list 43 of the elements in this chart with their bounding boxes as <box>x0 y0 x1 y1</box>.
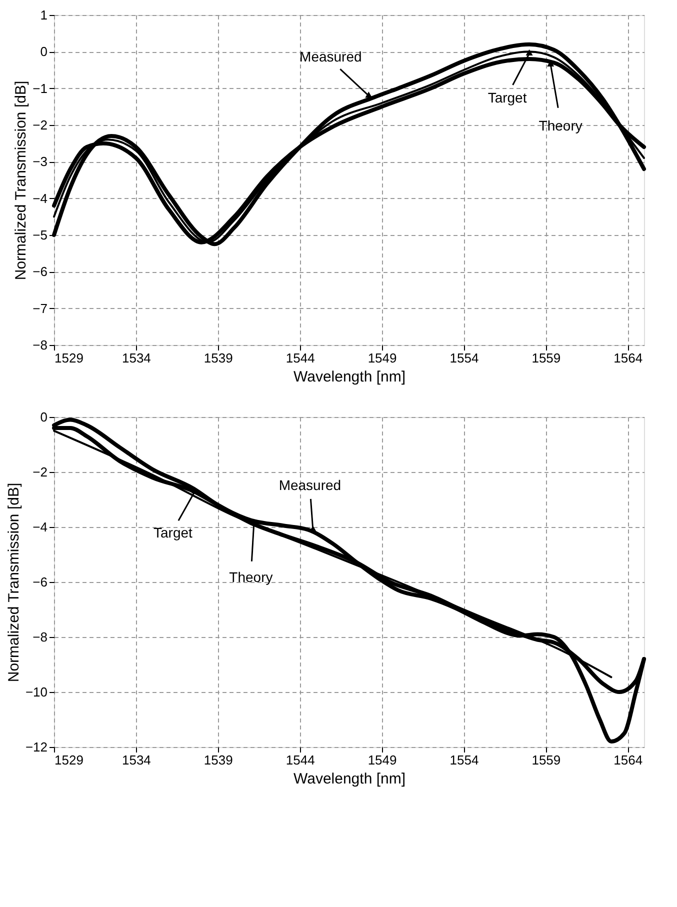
x-tick-label: 1554 <box>450 350 479 366</box>
x-tick-label: 1559 <box>532 752 561 768</box>
annotation: Target <box>488 90 527 106</box>
y-tick-label: −12 <box>25 740 48 754</box>
x-tick-label: 1534 <box>122 752 151 768</box>
y-tick-label: −4 <box>32 190 48 206</box>
x-tick-label: 1559 <box>532 350 561 366</box>
y-axis-title: Normalized Transmission [dB] <box>12 80 30 280</box>
x-tick-label: 1544 <box>286 350 315 366</box>
y-axis-title: Normalized Transmission [dB] <box>5 482 22 682</box>
x-tick-label: 1549 <box>368 350 397 366</box>
x-axis-title: Wavelength [nm] <box>294 770 406 788</box>
x-tick-label: 1544 <box>286 752 315 768</box>
y-tick-label: −10 <box>25 684 48 700</box>
x-tick-label: 1539 <box>204 350 233 366</box>
annotation: Measured <box>300 48 362 65</box>
y-tick-label: −8 <box>32 338 48 352</box>
annotation: Target <box>153 524 193 540</box>
x-tick-label: 1549 <box>368 752 397 768</box>
y-tick-label: −1 <box>32 80 48 96</box>
y-tick-label: 0 <box>40 44 48 60</box>
x-tick-label: 1529 <box>54 350 84 366</box>
x-tick-label: 1564 <box>614 752 643 768</box>
x-axis-title: Wavelength [nm] <box>294 368 406 386</box>
x-tick-label: 1529 <box>54 752 84 768</box>
x-tick-label: 1554 <box>450 752 479 768</box>
y-tick-label: −2 <box>32 118 48 132</box>
y-tick-label: −5 <box>32 228 48 242</box>
y-tick-label: −6 <box>32 574 48 590</box>
annotation: Theory <box>229 568 273 585</box>
x-tick-label: 1534 <box>122 350 151 366</box>
y-tick-label: −2 <box>32 464 48 480</box>
y-tick-label: −4 <box>32 520 48 534</box>
annotation: Theory <box>538 118 582 134</box>
annotation: Measured <box>278 476 342 493</box>
y-tick-label: −3 <box>32 154 48 170</box>
x-tick-label: 1564 <box>614 350 643 366</box>
x-tick-label: 1539 <box>204 752 233 768</box>
y-tick-label: −7 <box>32 300 48 316</box>
y-tick-label: −8 <box>32 630 48 644</box>
y-tick-label: 1 <box>40 8 48 22</box>
y-tick-label: −6 <box>32 264 48 280</box>
y-tick-label: 0 <box>40 410 48 424</box>
